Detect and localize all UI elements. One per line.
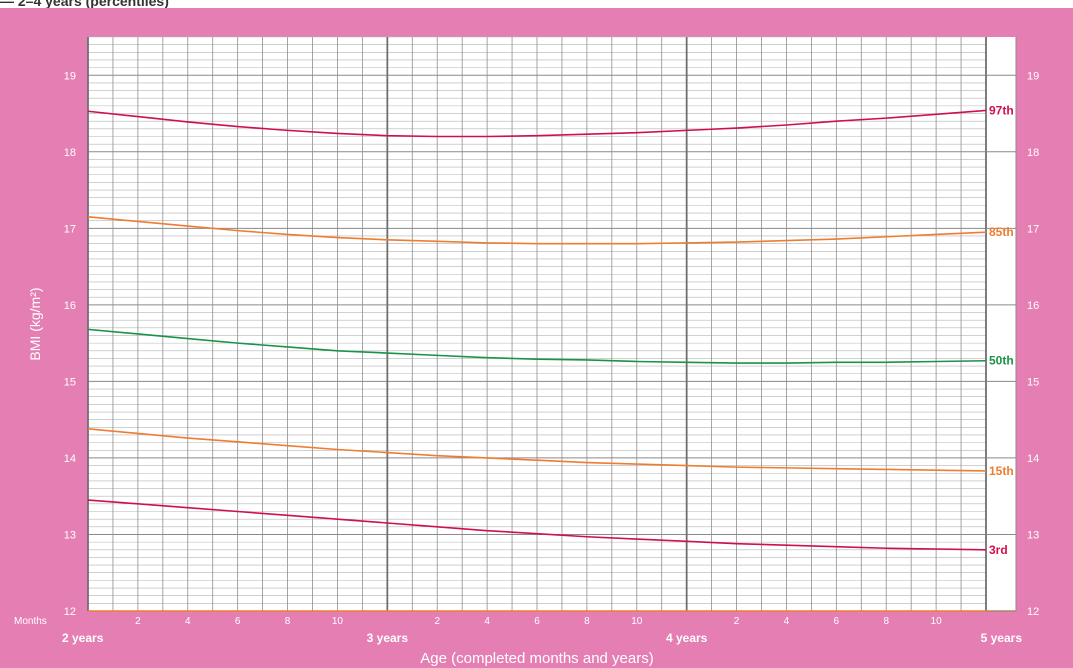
month-tick-labels: 2 4 6 8 10 2 4 6 8 10 2 4 6 8 10 <box>135 616 942 627</box>
y-tick-label: 19 <box>1027 70 1039 82</box>
y-tick-label: 19 <box>64 70 76 82</box>
month-tick-label: 4 <box>784 616 790 627</box>
y-tick-label: 14 <box>1027 453 1039 465</box>
right-column-ticks <box>986 37 1017 612</box>
month-tick-label: 10 <box>931 616 943 627</box>
y-tick-label: 15 <box>1027 376 1039 388</box>
month-tick-label: 4 <box>484 616 490 627</box>
y-tick-label: 16 <box>64 300 76 312</box>
month-tick-label: 8 <box>883 616 889 627</box>
y-tick-label: 17 <box>64 223 76 235</box>
y-tick-labels-right: 12 13 14 15 16 17 18 19 <box>1027 70 1039 618</box>
year-label: 4 years <box>666 631 708 645</box>
y-tick-label: 16 <box>1027 300 1039 312</box>
month-tick-label: 10 <box>332 616 344 627</box>
percentile-curve-50th <box>87 328 987 364</box>
percentile-label-15th: 15th <box>989 464 1014 478</box>
right-label-column <box>986 37 1016 611</box>
percentile-label-3rd: 3rd <box>989 543 1008 557</box>
month-tick-label: 2 <box>434 616 440 627</box>
month-tick-label: 10 <box>631 616 643 627</box>
month-tick-label: 2 <box>734 616 740 627</box>
y-tick-label: 12 <box>64 606 76 618</box>
y-tick-label: 14 <box>64 453 76 465</box>
y-tick-label: 13 <box>64 529 76 541</box>
percentile-curves <box>87 109 987 551</box>
month-tick-label: 6 <box>235 616 241 627</box>
y-tick-label: 12 <box>1027 606 1039 618</box>
month-tick-label: 6 <box>834 616 840 627</box>
percentile-label-85th: 85th <box>989 225 1014 239</box>
y-tick-label: 18 <box>1027 147 1039 159</box>
percentile-label-97th: 97th <box>989 103 1014 117</box>
percentile-label-50th: 50th <box>989 354 1014 368</box>
percentile-labels: 97th 85th 50th 15th 3rd <box>989 103 1014 556</box>
percentile-curve-97th <box>87 109 987 138</box>
year-label: 3 years <box>367 631 409 645</box>
month-tick-label: 6 <box>534 616 540 627</box>
page-header: — 2–4 years (percentiles) <box>0 0 169 8</box>
percentile-curve-15th <box>87 428 987 472</box>
y-tick-labels-left: 12 13 14 15 16 17 18 19 <box>64 70 76 618</box>
x-axis-title: Age (completed months and years) <box>420 650 653 667</box>
month-tick-label: 2 <box>135 616 141 627</box>
month-tick-label: 8 <box>285 616 291 627</box>
y-tick-label: 15 <box>64 376 76 388</box>
y-tick-label: 18 <box>64 147 76 159</box>
year-label: 5 years <box>981 631 1023 645</box>
y-tick-label: 17 <box>1027 223 1039 235</box>
month-tick-label: 8 <box>584 616 590 627</box>
year-label: 2 years <box>62 631 104 645</box>
y-tick-label: 13 <box>1027 529 1039 541</box>
months-label: Months <box>14 616 47 627</box>
y-axis-title: BMI (kg/m²) <box>27 287 43 360</box>
year-tick-labels: 2 years 3 years 4 years 5 years <box>62 631 1022 645</box>
percentile-curve-85th <box>87 216 987 245</box>
month-tick-label: 4 <box>185 616 191 627</box>
percentile-curve-3rd <box>87 499 987 551</box>
